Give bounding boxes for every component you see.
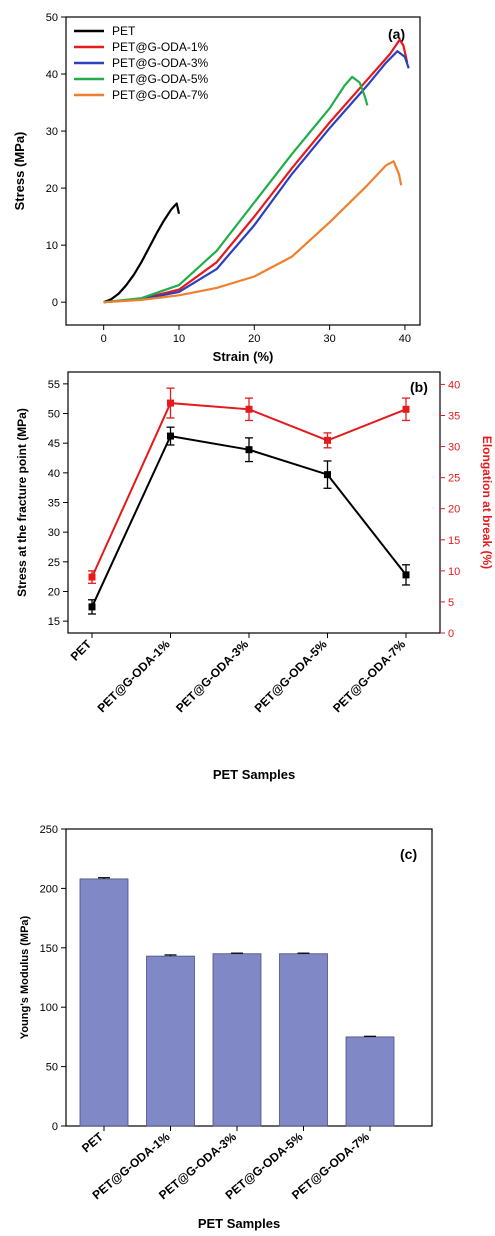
y-tick-label-left: 20: [48, 586, 60, 598]
y-tick-label: 10: [46, 240, 58, 252]
bar: [212, 953, 262, 1127]
y-tick-label-left: 50: [48, 409, 60, 421]
legend-label: PET@G-ODA-3%: [112, 56, 209, 70]
y-tick-label: 50: [46, 12, 58, 24]
y-tick-label-right: 10: [448, 566, 460, 578]
y-tick-label: 20: [46, 183, 58, 195]
y-tick-label-right: 25: [448, 473, 460, 485]
x-tick-label: PET: [79, 1129, 106, 1155]
x-tick-label: PET@G-ODA-3%: [173, 637, 251, 715]
bar: [79, 878, 129, 1127]
y-tick-label-right: 15: [448, 535, 460, 547]
y-tick-label-right: 30: [448, 442, 460, 454]
y-tick-label-right: 5: [448, 597, 454, 609]
legend-label: PET@G-ODA-7%: [112, 88, 209, 102]
x-tick-label: PET@G-ODA-7%: [330, 637, 408, 715]
y-axis-label-right: Elongation at break (%): [480, 436, 494, 569]
x-tick-label: 0: [101, 333, 107, 345]
series-line-3: [103, 50, 410, 304]
y-tick-label: 30: [46, 126, 58, 138]
y-tick-label-right: 20: [448, 504, 460, 516]
data-point: [245, 446, 253, 454]
y-tick-label-left: 40: [48, 468, 60, 480]
x-tick-label: 10: [173, 333, 185, 345]
y-axis-label: Young's Modulus (MPa): [19, 915, 31, 1039]
data-point: [324, 436, 331, 444]
data-point: [88, 603, 96, 611]
y-axis-label-left: Stress at the fracture point (MPa): [15, 408, 29, 597]
y-tick-label: 150: [40, 943, 58, 955]
y-tick-label-right: 35: [448, 411, 460, 423]
y-tick-label-left: 45: [48, 438, 60, 450]
legend-label: PET@G-ODA-1%: [112, 40, 209, 54]
y-tick-label-left: 35: [48, 498, 60, 510]
y-tick-label: 0: [52, 297, 58, 309]
y-tick-label: 100: [40, 1002, 58, 1014]
panel-label: (b): [410, 379, 428, 395]
data-point: [402, 571, 410, 579]
x-tick-label: 20: [248, 333, 260, 345]
series-line-1: [103, 202, 181, 304]
legend-label: PET: [112, 24, 136, 38]
x-axis-label: Strain (%): [213, 349, 274, 364]
y-tick-label: 50: [46, 1062, 58, 1074]
data-point: [167, 432, 174, 440]
y-tick-label-left: 30: [48, 527, 60, 539]
y-tick-label: 0: [52, 1121, 58, 1133]
data-point: [324, 471, 331, 479]
series-line-5: [103, 160, 403, 304]
x-tick-label: 40: [399, 333, 411, 345]
chart-a-stress-strain: 0 10 20 30 40 0 10 20 30 40 50 Strain (%) Stress (MP…: [12, 12, 421, 364]
x-axis-label: PET Samples: [198, 1216, 280, 1231]
y-tick-label-left: 25: [48, 557, 60, 569]
series-line-4: [103, 75, 369, 304]
y-tick-label-left: 55: [48, 379, 60, 391]
y-tick-label: 200: [40, 883, 58, 895]
data-point: [245, 405, 253, 413]
y-tick-label-right: 40: [448, 379, 460, 391]
x-tick-label: 30: [323, 333, 335, 345]
bar: [345, 1036, 395, 1127]
x-tick-label: PET@G-ODA-5%: [252, 637, 330, 715]
y-tick-label-left: 15: [48, 616, 60, 628]
bar: [146, 955, 195, 1127]
y-tick-label: 40: [46, 69, 58, 81]
y-tick-label-right: 0: [448, 628, 454, 640]
x-axis-label: PET Samples: [213, 767, 295, 782]
data-point: [88, 573, 96, 581]
bar: [279, 953, 328, 1127]
y-tick-label: 250: [40, 824, 58, 836]
legend-label: PET@G-ODA-5%: [112, 72, 209, 86]
data-point: [167, 399, 174, 407]
series-line-2: [91, 402, 407, 578]
x-tick-label: PET: [68, 637, 95, 664]
chart-c-youngs-modulus: 050100150200250PETPET@G-ODA-1%PET@G-ODA-…: [19, 824, 433, 1231]
y-axis-label: Stress (MPa): [12, 132, 27, 211]
series-line-2: [103, 38, 409, 304]
panel-label: (a): [388, 26, 405, 42]
panel-label: (c): [400, 846, 417, 862]
plot-frame: [65, 16, 421, 326]
data-point: [402, 405, 410, 413]
x-tick-label: PET@G-ODA-1%: [95, 637, 173, 715]
